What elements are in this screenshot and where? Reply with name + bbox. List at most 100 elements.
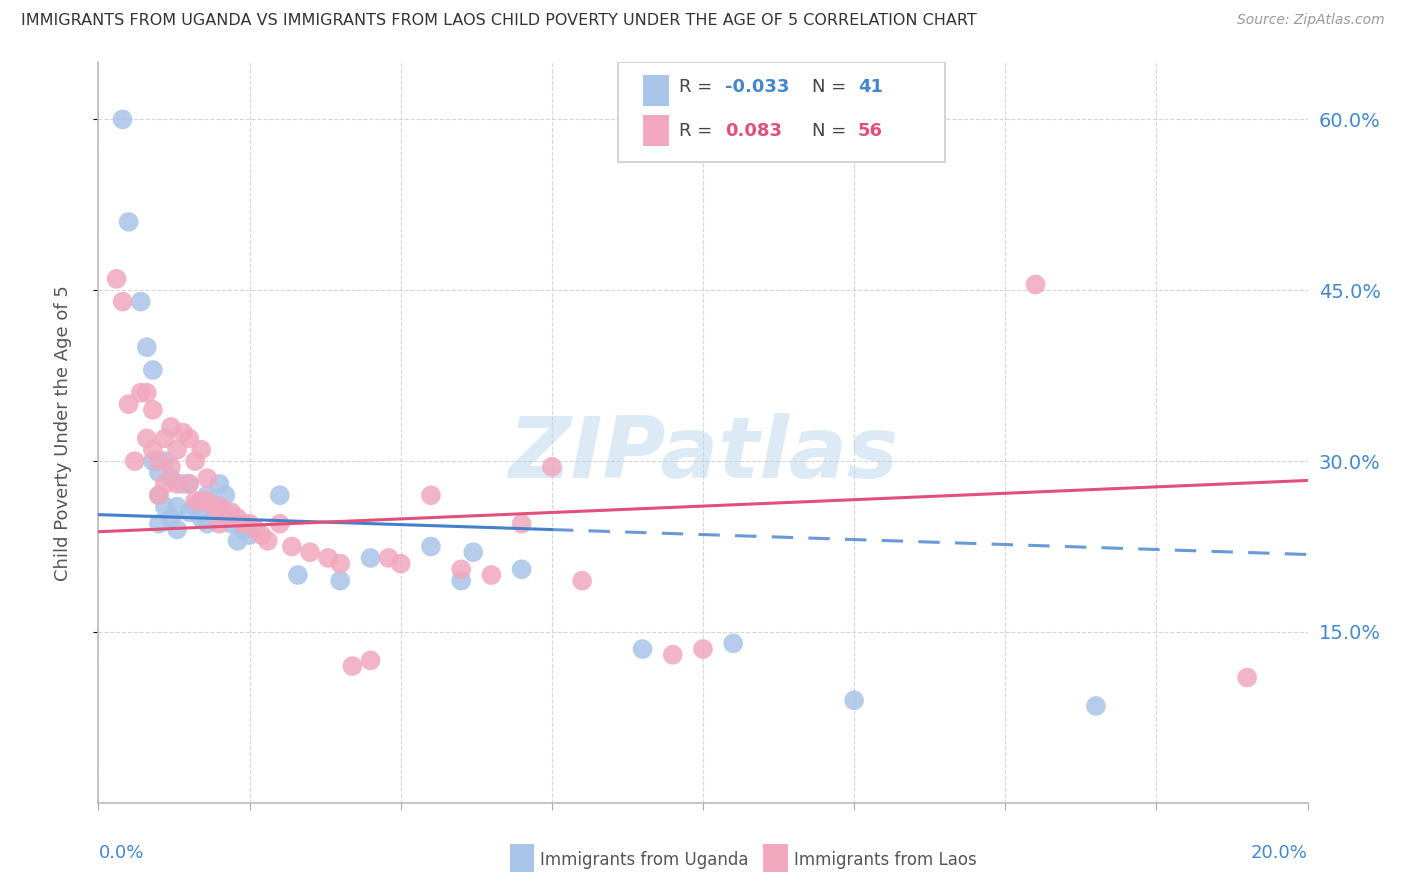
Point bbox=[226, 511, 249, 525]
Point bbox=[540, 459, 562, 474]
Point bbox=[481, 568, 503, 582]
Point bbox=[111, 294, 134, 309]
Point bbox=[153, 431, 176, 445]
Point bbox=[148, 516, 170, 531]
Point bbox=[142, 454, 165, 468]
Point bbox=[190, 511, 212, 525]
Point bbox=[195, 516, 218, 531]
Point bbox=[232, 516, 254, 531]
Text: 41: 41 bbox=[858, 78, 883, 95]
Point bbox=[166, 523, 188, 537]
Point bbox=[153, 476, 176, 491]
Point bbox=[166, 442, 188, 457]
Text: 56: 56 bbox=[858, 122, 883, 140]
Point bbox=[166, 476, 188, 491]
Point bbox=[214, 505, 236, 519]
FancyBboxPatch shape bbox=[643, 115, 669, 146]
Point bbox=[184, 454, 207, 468]
Point bbox=[299, 545, 322, 559]
Point bbox=[118, 397, 141, 411]
Point bbox=[148, 488, 170, 502]
Point bbox=[124, 454, 146, 468]
Point bbox=[221, 505, 243, 519]
Point bbox=[692, 642, 714, 657]
Point bbox=[135, 340, 157, 354]
Point bbox=[450, 574, 472, 588]
Y-axis label: Child Poverty Under the Age of 5: Child Poverty Under the Age of 5 bbox=[53, 285, 72, 581]
Point bbox=[179, 476, 201, 491]
Point bbox=[142, 402, 165, 417]
Text: 0.083: 0.083 bbox=[724, 122, 782, 140]
FancyBboxPatch shape bbox=[509, 844, 534, 871]
Point bbox=[360, 653, 382, 667]
Point bbox=[148, 466, 170, 480]
Point bbox=[661, 648, 683, 662]
Point bbox=[153, 500, 176, 514]
Point bbox=[208, 500, 231, 514]
Point bbox=[179, 505, 201, 519]
Point bbox=[111, 112, 134, 127]
Point bbox=[281, 540, 304, 554]
Point bbox=[360, 550, 382, 565]
Point bbox=[342, 659, 364, 673]
Text: IMMIGRANTS FROM UGANDA VS IMMIGRANTS FROM LAOS CHILD POVERTY UNDER THE AGE OF 5 : IMMIGRANTS FROM UGANDA VS IMMIGRANTS FRO… bbox=[21, 13, 977, 29]
Point bbox=[256, 533, 278, 548]
Point bbox=[208, 516, 231, 531]
Point bbox=[153, 454, 176, 468]
Point bbox=[195, 471, 218, 485]
Point bbox=[250, 528, 273, 542]
Point bbox=[226, 533, 249, 548]
Point bbox=[214, 488, 236, 502]
Point bbox=[329, 574, 352, 588]
Point bbox=[142, 363, 165, 377]
FancyBboxPatch shape bbox=[643, 75, 669, 105]
Point bbox=[184, 494, 207, 508]
Point bbox=[129, 294, 152, 309]
Point bbox=[166, 500, 188, 514]
Point bbox=[232, 523, 254, 537]
Point bbox=[160, 471, 183, 485]
Text: N =: N = bbox=[811, 78, 852, 95]
Point bbox=[631, 642, 654, 657]
Point bbox=[172, 425, 194, 440]
Point bbox=[1085, 698, 1108, 713]
Text: -0.033: -0.033 bbox=[724, 78, 789, 95]
Text: Immigrants from Laos: Immigrants from Laos bbox=[793, 851, 976, 869]
Point bbox=[135, 431, 157, 445]
Point bbox=[202, 500, 225, 514]
Point bbox=[135, 385, 157, 400]
Point bbox=[239, 528, 262, 542]
Point bbox=[202, 511, 225, 525]
Point bbox=[118, 215, 141, 229]
Point bbox=[245, 523, 267, 537]
Point bbox=[160, 459, 183, 474]
Point bbox=[148, 454, 170, 468]
Point bbox=[316, 550, 339, 565]
Point bbox=[844, 693, 866, 707]
Text: R =: R = bbox=[679, 78, 718, 95]
Point bbox=[105, 272, 128, 286]
Point bbox=[450, 562, 472, 576]
Point bbox=[195, 494, 218, 508]
Point bbox=[190, 442, 212, 457]
Point bbox=[129, 385, 152, 400]
Point bbox=[160, 511, 183, 525]
Point bbox=[160, 420, 183, 434]
Point bbox=[179, 431, 201, 445]
Point bbox=[463, 545, 485, 559]
Point bbox=[510, 562, 533, 576]
Point bbox=[269, 488, 291, 502]
Point bbox=[1236, 671, 1258, 685]
Point bbox=[172, 476, 194, 491]
Text: R =: R = bbox=[679, 122, 724, 140]
Point bbox=[329, 557, 352, 571]
Point bbox=[571, 574, 593, 588]
Text: Source: ZipAtlas.com: Source: ZipAtlas.com bbox=[1237, 13, 1385, 28]
Point bbox=[510, 516, 533, 531]
Point bbox=[287, 568, 309, 582]
Point bbox=[269, 516, 291, 531]
FancyBboxPatch shape bbox=[619, 62, 945, 162]
Point bbox=[179, 476, 201, 491]
Point bbox=[184, 500, 207, 514]
Point bbox=[420, 540, 443, 554]
